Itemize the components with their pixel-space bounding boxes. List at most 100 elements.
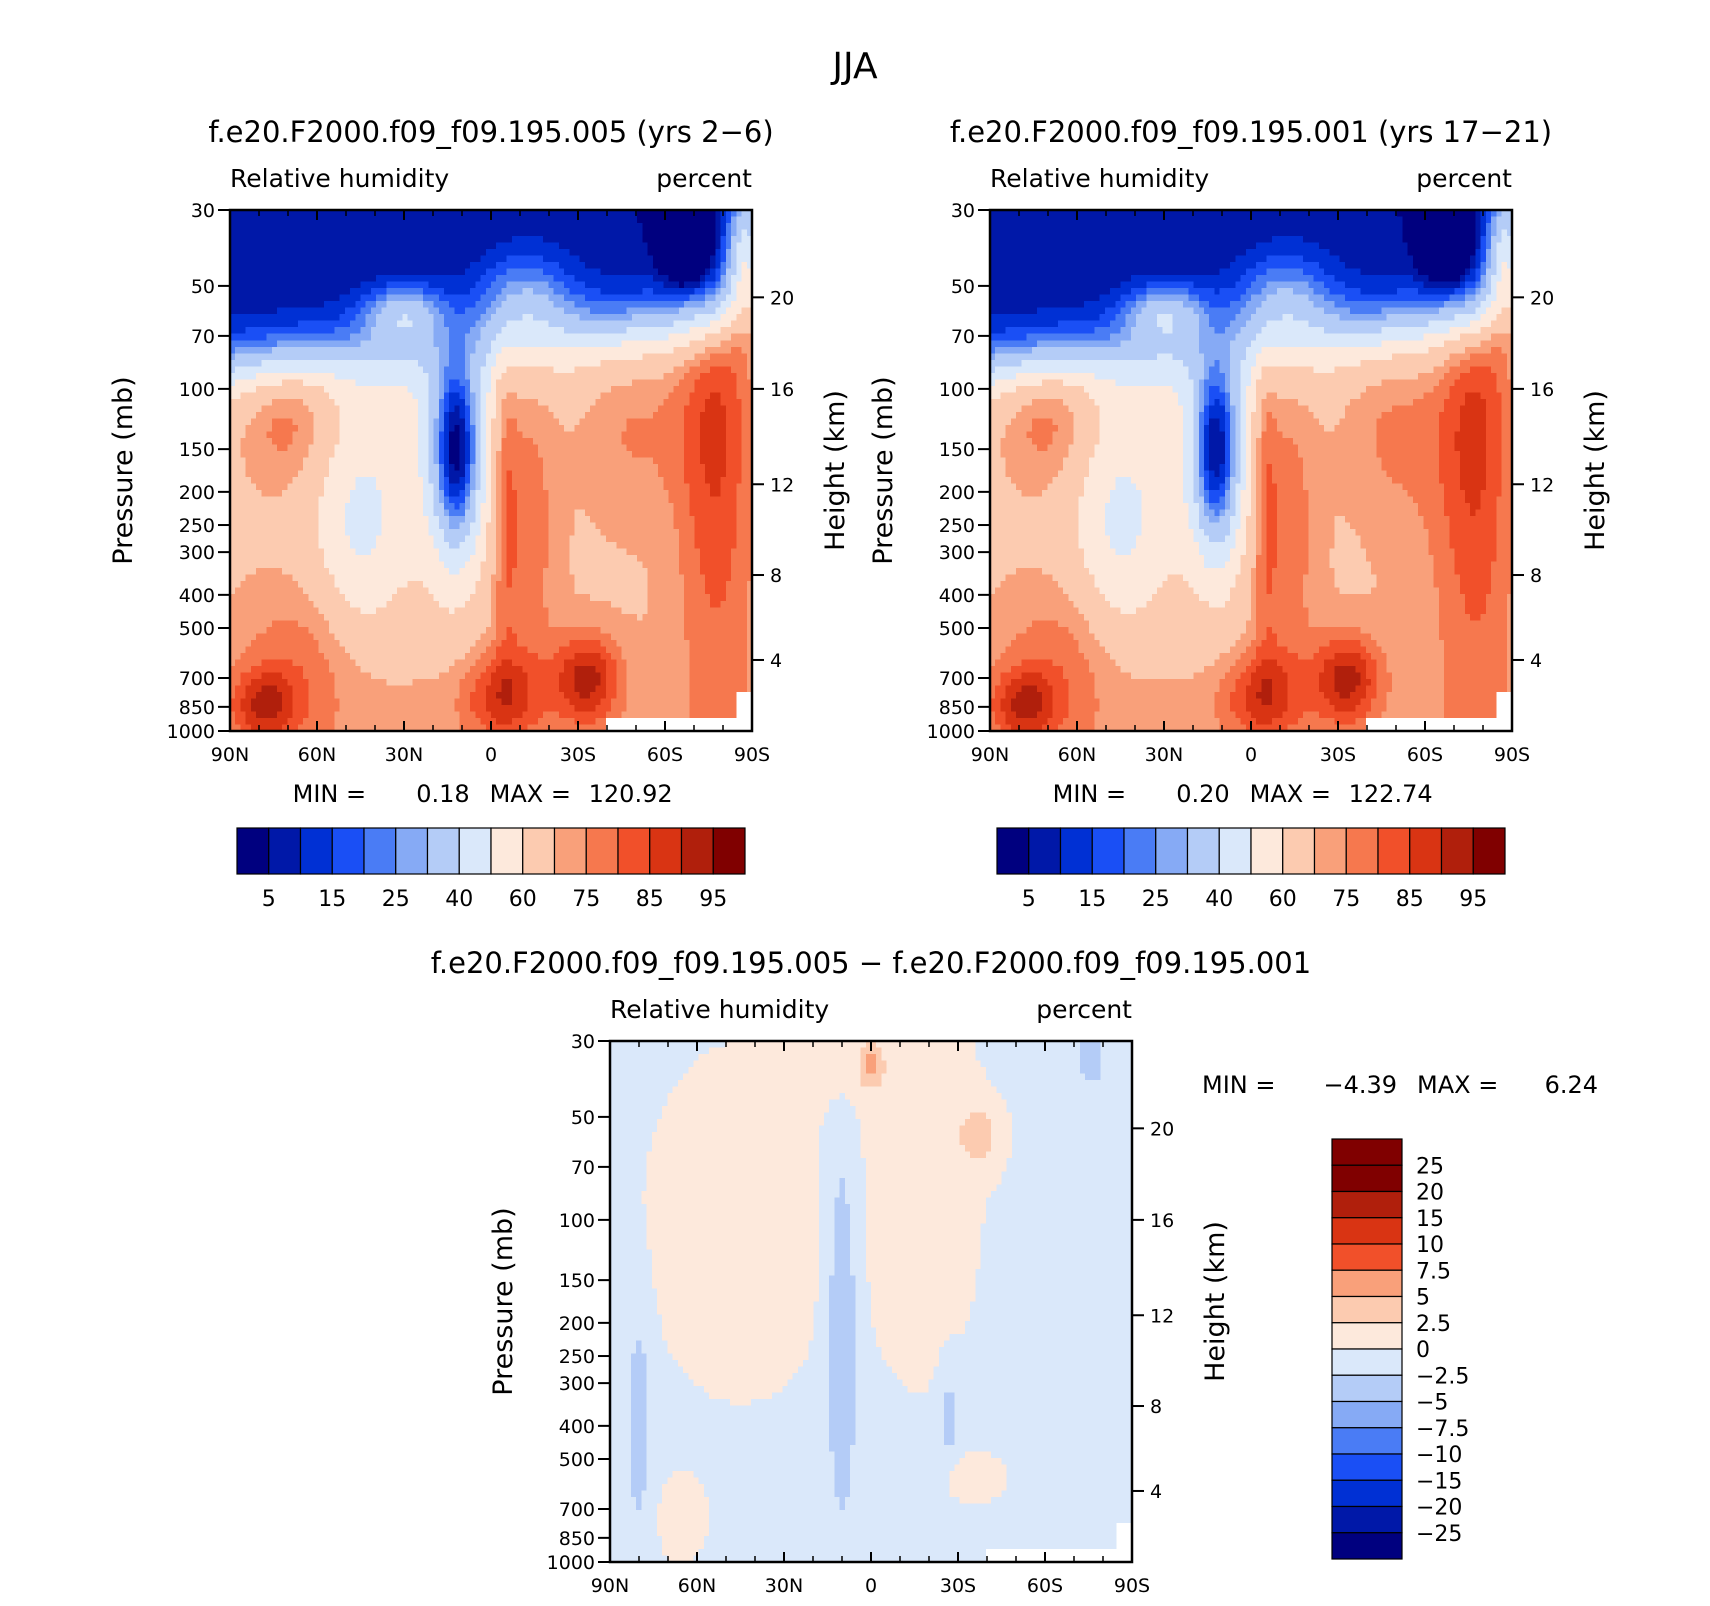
contour-cell [658,288,664,295]
contour-cell [538,282,544,289]
contour-cell [454,282,460,289]
contour-cell [658,314,664,321]
contour-cell [397,308,403,315]
contour-cell [595,243,601,250]
contour-cell [721,217,727,224]
contour-cell [361,262,367,269]
contour-cell [663,308,669,315]
contour-cell [705,301,711,308]
contour-cell [522,275,528,282]
contour-cell [653,223,659,230]
contour-cell [256,288,262,295]
contour-cell [298,236,304,243]
contour-cell [345,288,351,295]
contour-cell [590,230,596,237]
contour-cell [308,308,314,315]
contour-cell [387,236,393,243]
contour-cell [507,288,513,295]
contour-cell [538,334,544,341]
contour-cell [434,256,440,263]
contour-cell [674,236,680,243]
contour-cell [293,314,299,321]
contour-cell [402,256,408,263]
contour-cell [611,282,617,289]
contour-cell [715,327,721,334]
contour-cell [350,321,356,328]
contour-cell [454,295,460,302]
contour-cell [277,321,283,328]
contour-cell [491,256,497,263]
contour-cell [710,295,716,302]
contour-cell [423,269,429,276]
contour-cell [742,223,748,230]
contour-cell [261,236,267,243]
contour-cell [554,230,560,237]
contour-cell [548,217,554,224]
contour-cell [261,243,267,250]
contour-cell [742,230,748,237]
contour-cell [287,236,293,243]
contour-cell [481,334,487,341]
contour-cell [538,269,544,276]
contour-cell [355,334,361,341]
contour-cell [627,230,633,237]
contour-cell [569,334,575,341]
contour-cell [470,275,476,282]
contour-cell [392,314,398,321]
contour-cell [637,334,643,341]
contour-cell [308,217,314,224]
contour-cell [637,327,643,334]
contour-cell [616,301,622,308]
contour-cell [444,236,450,243]
contour-cell [627,308,633,315]
contour-cell [355,256,361,263]
contour-cell [705,282,711,289]
contour-cell [481,314,487,321]
contour-cell [454,236,460,243]
contour-cell [381,334,387,341]
contour-cell [501,236,507,243]
contour-cell [507,327,513,334]
contour-cell [282,275,288,282]
contour-cell [246,262,252,269]
contour-cell [334,243,340,250]
contour-cell [454,249,460,256]
contour-cell [454,275,460,282]
contour-cell [303,243,309,250]
contour-cell [428,262,434,269]
contour-cell [684,223,690,230]
contour-cell [736,301,742,308]
contour-cell [622,327,628,334]
contour-cell [246,327,252,334]
contour-cell [397,334,403,341]
contour-cell [538,314,544,321]
contour-cell [585,230,591,237]
contour-cell [689,308,695,315]
contour-cell [522,249,528,256]
contour-cell [256,230,262,237]
contour-cell [710,321,716,328]
contour-cell [528,230,534,237]
contour-cell [679,236,685,243]
contour-cell [413,223,419,230]
contour-cell [658,256,664,263]
contour-cell [334,327,340,334]
contour-cell [428,223,434,230]
contour-cell [282,262,288,269]
contour-cell [543,282,549,289]
contour-cell [329,321,335,328]
contour-cell [721,314,727,321]
contour-cell [413,249,419,256]
contour-cell [548,327,554,334]
contour-cell [590,256,596,263]
contour-cell [601,314,607,321]
contour-cell [569,230,575,237]
contour-cell [481,275,487,282]
contour-cell [496,308,502,315]
contour-cell [512,321,518,328]
contour-cell [481,269,487,276]
contour-cell [345,301,351,308]
contour-cell [715,262,721,269]
contour-cell [428,314,434,321]
contour-cell [648,269,654,276]
